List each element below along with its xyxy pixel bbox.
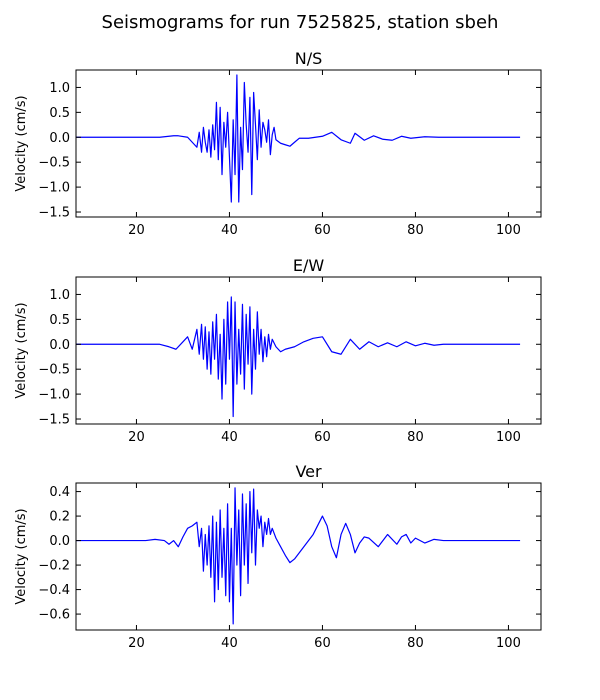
panel-ver: Ver 20 40 60 80 100 0.4 0.2 0.0 −0.2 −0.4 −0.6 Veloc… [14, 462, 542, 651]
trace-line-ver [76, 487, 521, 625]
y-tick-label-ver-5: −0.6 [38, 608, 70, 623]
x-tick-label-ns-100: 100 [496, 223, 521, 238]
y-tick-label-ew-4: −1.0 [38, 388, 70, 403]
y-axis-label-ns: Velocity (cm/s) [14, 95, 29, 191]
x-tick-label-ew-100: 100 [496, 430, 521, 445]
y-tick-label-ns-1: 0.5 [49, 106, 70, 121]
y-tick-label-ns-4: −1.0 [38, 181, 70, 196]
x-tick-label-ew-40: 40 [221, 430, 238, 445]
x-tick-label-ns-60: 60 [314, 223, 331, 238]
y-tick-label-ver-0: 0.4 [49, 485, 70, 500]
y-axis-label-ew: Velocity (cm/s) [14, 302, 29, 398]
y-tick-label-ew-5: −1.5 [38, 413, 70, 428]
x-tick-label-ns-20: 20 [128, 223, 145, 238]
x-tick-label-ew-80: 80 [407, 430, 424, 445]
panel-title-ver: Ver [295, 462, 322, 481]
y-axis-label-ver: Velocity (cm/s) [14, 508, 29, 604]
y-tick-label-ew-3: −0.5 [38, 363, 70, 378]
y-tick-label-ver-2: 0.0 [49, 534, 70, 549]
x-tick-label-ver-100: 100 [496, 636, 521, 651]
figure-title: Seismograms for run 7525825, station sbe… [102, 12, 499, 33]
panel-title-ns: N/S [295, 49, 323, 68]
x-tick-label-ver-20: 20 [128, 636, 145, 651]
x-tick-label-ns-40: 40 [221, 223, 238, 238]
y-tick-label-ns-5: −1.5 [38, 206, 70, 221]
axes-frame-ns [75, 69, 542, 218]
x-tick-label-ns-80: 80 [407, 223, 424, 238]
y-tick-label-ns-3: −0.5 [38, 156, 70, 171]
y-tick-label-ew-1: 0.5 [49, 313, 70, 328]
y-tick-label-ver-4: −0.4 [38, 583, 70, 598]
x-tick-label-ver-80: 80 [407, 636, 424, 651]
y-tick-label-ew-0: 1.0 [49, 288, 70, 303]
y-tick-label-ew-2: 0.0 [49, 338, 70, 353]
trace-line-ew [76, 296, 521, 418]
y-tick-label-ver-3: −0.2 [38, 559, 70, 574]
panel-title-ew: E/W [293, 256, 325, 275]
y-tick-label-ns-0: 1.0 [49, 81, 70, 96]
panel-ew: E/W 20 40 60 80 100 1.0 0.5 0.0 −0.5 −1.0 −1.5 Veloc… [14, 256, 542, 445]
x-tick-label-ver-60: 60 [314, 636, 331, 651]
y-tick-label-ver-1: 0.2 [49, 510, 70, 525]
trace-line-ns [76, 74, 521, 203]
axes-frame-ver [75, 482, 542, 631]
x-tick-label-ver-40: 40 [221, 636, 238, 651]
x-tick-label-ew-60: 60 [314, 430, 331, 445]
x-tick-label-ew-20: 20 [128, 430, 145, 445]
y-tick-label-ns-2: 0.0 [49, 131, 70, 146]
panel-ns: N/S 20 40 60 80 100 1.0 0.5 0.0 −0.5 −1.0 −1.5 Veloc… [14, 49, 542, 238]
axes-frame-ew [75, 276, 542, 425]
